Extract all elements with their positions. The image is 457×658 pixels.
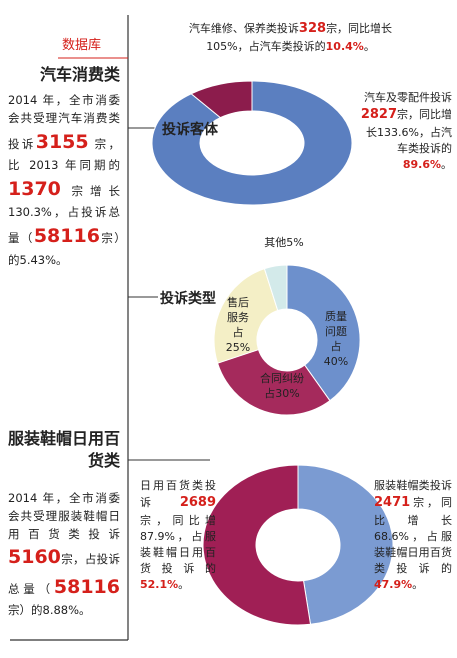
section-title: 服装鞋帽日用百货类	[8, 428, 120, 473]
annotation-text: 宗，同比增长133.6%，占汽车类投诉的	[366, 107, 452, 155]
paragraph-text: 宗）的8.88%。	[8, 603, 91, 618]
chart-title: 投诉类型	[160, 288, 216, 308]
highlight-number: 5160	[8, 546, 61, 569]
highlight-number: 2827	[360, 106, 397, 122]
slice-label: 质量问题 占40%	[321, 310, 351, 369]
slice-label: 其他5%	[254, 236, 314, 251]
annotation-text: 。	[441, 157, 452, 171]
annotation: 日用百货类投诉 2689 宗，同比增87.9%，占服装鞋帽日用百货投诉的 52.1…	[140, 478, 216, 592]
chart-title-text: 投诉客体	[162, 122, 218, 138]
paragraph-text: 宗，比 2013 年同期的	[8, 136, 121, 173]
donut-slice	[190, 80, 253, 119]
tag: 数据库	[62, 34, 101, 53]
section-title: 汽车消费类	[8, 64, 120, 86]
category-label: 质量问题	[325, 310, 347, 338]
donut-slice	[297, 464, 394, 625]
chart-title-text: 投诉类型	[160, 291, 216, 307]
chart-title: 投诉客体	[162, 119, 218, 139]
paragraph: 2014 年，全市消委会共受理汽车消费类投诉3155 宗，比 2013 年同期的…	[8, 92, 120, 269]
highlight-number: 58116	[33, 225, 100, 248]
highlight-number: 2471	[374, 494, 411, 510]
value-label: 占25%	[225, 325, 251, 354]
donut-slice	[213, 268, 279, 364]
annotation: 服装鞋帽类投诉 2471宗，同比增长68.6%，占服装鞋帽日用百货类投诉的 47.9…	[374, 478, 452, 592]
highlight-number: 328	[298, 21, 327, 36]
highlight-number: 58116	[53, 575, 120, 598]
annotation-text: 。	[412, 577, 424, 591]
paragraph-text: 2014 年，全市消委会共受理服装鞋帽日用百货类投诉	[8, 491, 120, 541]
donut-slice	[216, 348, 331, 416]
annotation-text: 日用百货类投诉	[140, 479, 216, 509]
value-label: 10.4%	[325, 39, 364, 53]
annotation-text: 汽车维修、保养类投诉	[188, 22, 299, 35]
category-label: 售后服务	[227, 296, 249, 324]
paragraph: 2014 年，全市消委会共受理服装鞋帽日用百货类投诉 5160宗，占投诉总量（58…	[8, 490, 120, 620]
slice-label: 售后服务 占25%	[223, 296, 253, 355]
section-title-text: 汽车消费类	[39, 65, 120, 84]
annotation-text: 汽车及零配件投诉	[364, 91, 452, 104]
paragraph-text: 宗，占投诉总量（	[8, 552, 120, 596]
category-label: 合同纠纷	[260, 372, 304, 385]
donut-slice	[286, 264, 361, 402]
paragraph-text: 宗）的5.43%。	[8, 231, 121, 267]
highlight-number: 3155	[35, 130, 89, 153]
category-label: 其他	[264, 236, 287, 249]
donut-slice	[202, 464, 312, 626]
donut-slice	[263, 264, 288, 312]
annotation-text: 服装鞋帽类投诉	[374, 479, 452, 492]
value-label: 占40%	[323, 339, 349, 368]
tag-text: 数据库	[62, 38, 102, 53]
annotation-text: 。	[178, 577, 190, 591]
annotation-text: 宗，同比增长68.6%，占服装鞋帽日用百货类投诉的	[374, 495, 452, 575]
annotation-text: 宗，同比增87.9%，占服装鞋帽日用百货投诉的	[140, 513, 216, 575]
highlight-number: 2689	[179, 494, 216, 510]
annotation: 汽车及零配件投诉 2827宗，同比增长133.6%，占汽车类投诉的 89.6%。	[356, 90, 452, 173]
paragraph-text: 宗增长 130.3%，占投诉总量（	[8, 183, 120, 246]
highlight-number: 1370	[8, 177, 61, 200]
value-label: 52.1%	[140, 577, 179, 591]
annotation-text: 。	[363, 39, 375, 53]
annotation-text: 宗，同比增长105%，占汽车类投诉的	[206, 22, 393, 53]
value-label: 89.6%	[402, 157, 441, 171]
value-label: 47.9%	[374, 577, 413, 591]
annotation: 汽车维修、保养类投诉328宗，同比增长105%，占汽车类投诉的10.4%。	[188, 20, 393, 55]
value-label: 5%	[286, 236, 304, 249]
slice-label: 合同纠纷 占30%	[252, 372, 312, 402]
section-title-text: 服装鞋帽日用百货类	[8, 429, 121, 471]
paragraph-text: 2014 年，全市消委会共受理汽车消费类投诉	[8, 93, 120, 151]
value-label: 占30%	[264, 386, 300, 400]
donut-slice	[151, 80, 353, 206]
